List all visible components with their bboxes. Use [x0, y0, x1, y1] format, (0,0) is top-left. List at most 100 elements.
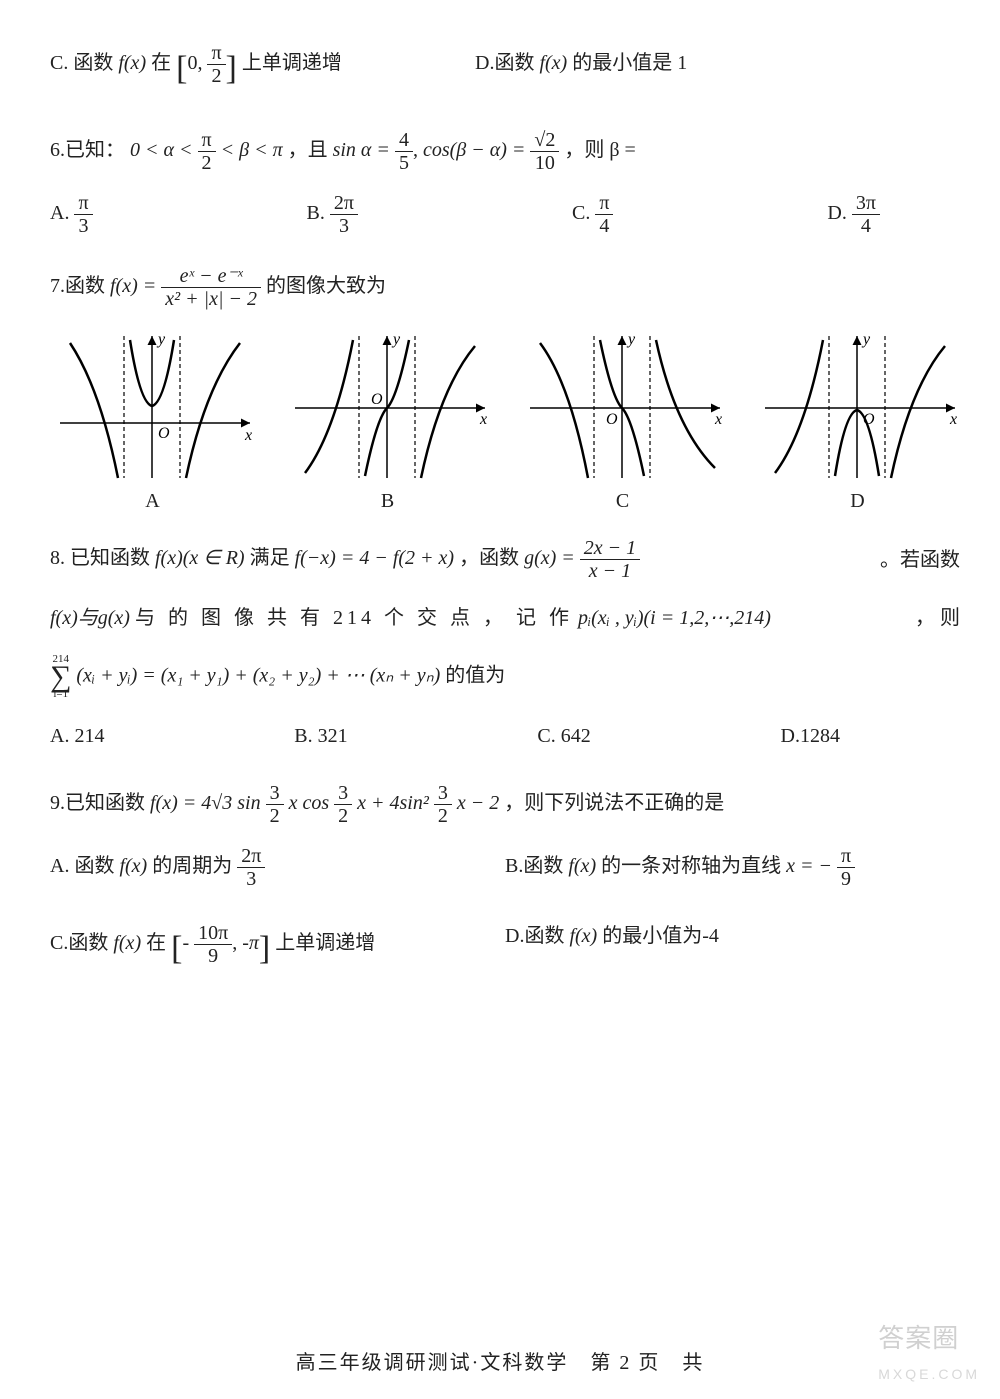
q7-chart-B: O x y B: [285, 328, 490, 519]
q6-ineq-a: 0 < α <: [130, 139, 193, 161]
q9-Apre: A. 函数: [50, 855, 114, 877]
q8-line1: 8. 已知函数 f(x)(x ∈ R) 满足 f(−x) = 4 − f(2 +…: [50, 537, 960, 582]
q7-chart-C: O x y C: [520, 328, 725, 519]
q9-label: 9.已知函数: [50, 792, 145, 814]
q6-optC-n: π: [595, 192, 613, 215]
q6-optA-lbl: A.: [50, 202, 69, 224]
q5-cd-line: C. 函数 f(x) 在 [0, π2] 上单调递增 D.函数 f(x) 的最小…: [50, 38, 960, 99]
q6-comma1: ，且: [288, 139, 328, 161]
q7-label-B: B: [285, 483, 490, 519]
q8-pi: pᵢ(xᵢ , yᵢ)(i = 1,2,⋯,214): [578, 607, 771, 629]
q6-label: 6.已知：: [50, 139, 125, 161]
q9-Cfx: f(x): [113, 932, 141, 954]
q6-optC-lbl: C.: [572, 202, 590, 224]
q7-label: 7.函数: [50, 275, 105, 297]
q5-optC-prefix: C. 函数: [50, 52, 113, 74]
q7-fxlhs: f(x) =: [110, 275, 156, 297]
q9-m3: x − 2: [457, 792, 499, 814]
q8-optA: A. 214: [50, 718, 104, 754]
q8-line3: 214 ∑ i=1 (xᵢ + yᵢ) = (x₁ + y₁) + (x₂ + …: [50, 654, 960, 700]
svg-text:x: x: [714, 411, 722, 428]
q8-sumsuf: 的值为: [445, 665, 505, 687]
svg-text:x: x: [949, 411, 957, 428]
q9-fx: f(x) = 4√3 sin: [150, 792, 261, 814]
watermark: 答案圈 MXQE.COM: [878, 1315, 980, 1387]
q7-label-D: D: [755, 483, 960, 519]
q6-sina: sin α =: [333, 139, 390, 161]
q9-Ad: 3: [237, 868, 265, 890]
q9-f3n: 3: [434, 782, 452, 805]
q6-cos: cos(β − α) =: [423, 139, 525, 161]
q5-optC-suffix: 上单调递增: [242, 52, 342, 74]
q8-glhs: g(x) =: [524, 547, 575, 569]
q9-opts-row1: A. 函数 f(x) 的周期为 2π3 B.函数 f(x) 的一条对称轴为直线 …: [50, 845, 960, 890]
q6-sin-d: 5: [395, 152, 413, 174]
q8-l1d: 。若函数: [880, 542, 960, 578]
q7-line: 7.函数 f(x) = eˣ − e⁻ˣx² + |x| − 2 的图像大致为: [50, 265, 960, 310]
q8-options: A. 214 B. 321 C. 642 D.1284: [50, 718, 960, 754]
q9-Clod: 9: [194, 945, 232, 967]
q5-interval-lo: 0: [187, 52, 197, 74]
q6-then: ，则 β =: [564, 139, 635, 161]
q9-f2n: 3: [334, 782, 352, 805]
watermark-main: 答案圈: [878, 1323, 959, 1353]
q9-Beq: x = −: [786, 855, 832, 877]
q6-optD-d: 4: [852, 215, 880, 237]
q9-Bd: 9: [837, 868, 855, 890]
svg-text:y: y: [861, 331, 871, 348]
q8-gn: 2x − 1: [580, 537, 640, 560]
q9-Clon: 10π: [194, 922, 232, 945]
q9-Bn: π: [837, 845, 855, 868]
q6-optD-lbl: D.: [827, 202, 846, 224]
q9-opts-row2: C.函数 f(x) 在 [- 10π9, -π] 上单调递增 D.函数 f(x)…: [50, 918, 960, 979]
q7-den: x² + |x| − 2: [161, 288, 261, 310]
q8-line2: f(x)与g(x) 与 的 图 像 共 有 214 个 交 点 ， 记 作 pᵢ…: [50, 600, 960, 636]
q6-optD-n: 3π: [852, 192, 880, 215]
q8-l2b: 与 的 图 像 共 有 214 个 交 点 ， 记 作: [135, 607, 573, 629]
q9-m1: x cos: [289, 792, 330, 814]
q6-cos-d: 10: [530, 152, 559, 174]
q9-Dpre: D.函数: [505, 925, 564, 947]
q9-Dsuf: 的最小值为-4: [602, 925, 719, 947]
q7-charts: O x y A O x y B: [50, 328, 960, 519]
svg-text:y: y: [626, 331, 636, 348]
q5-optC-mid: 在: [151, 52, 171, 74]
q8-eq1: f(−x) = 4 − f(2 + x): [295, 547, 455, 569]
svg-text:y: y: [156, 331, 166, 348]
q5-interval-hi-num: π: [207, 42, 225, 65]
q8-l2c: ， 则: [915, 600, 960, 636]
q6-optB-lbl: B.: [307, 202, 325, 224]
q9-Afx: f(x): [119, 855, 147, 877]
q6-optB-n: 2π: [330, 192, 358, 215]
q6-frac-pi-n: π: [198, 129, 216, 152]
q7-chart-A: O x y A: [50, 328, 255, 519]
q6-options: A. π3 B. 2π3 C. π4 D. 3π4: [50, 192, 960, 237]
q9-Bpre: B.函数: [505, 855, 563, 877]
q9-suf: ，则下列说法不正确的是: [504, 792, 724, 814]
q9-Bfx: f(x): [568, 855, 596, 877]
q8-l1b: 满足: [250, 547, 290, 569]
q6-optA-n: π: [74, 192, 92, 215]
q5-optD-fx: f(x): [539, 52, 567, 74]
q8-optC: C. 642: [537, 718, 590, 754]
page-footer: 高三年级调研测试·文科数学 第 2 页 共: [0, 1345, 1000, 1381]
svg-text:y: y: [391, 331, 401, 348]
q8-l2a: f(x)与g(x): [50, 607, 130, 629]
q9-Amid: 的周期为: [152, 855, 232, 877]
q6-ineq-b: < β < π: [221, 139, 283, 161]
q9-m2: x + 4sin²: [357, 792, 429, 814]
svg-text:O: O: [158, 425, 170, 442]
q6-optB-d: 3: [330, 215, 358, 237]
q6-cos-n: √2: [530, 129, 559, 152]
q5-optD-suffix: 的最小值是 1: [572, 52, 687, 74]
q6-comma2: ,: [413, 139, 418, 161]
q9-An: 2π: [237, 845, 265, 868]
q8-optD: D.1284: [781, 718, 840, 754]
q7-num: eˣ − e⁻ˣ: [161, 265, 261, 288]
q8-gd: x − 1: [580, 560, 640, 582]
q6-optC-d: 4: [595, 215, 613, 237]
q9-f2d: 2: [334, 805, 352, 827]
q9-f1d: 2: [266, 805, 284, 827]
q7-suffix: 的图像大致为: [266, 275, 386, 297]
q9-Chi: -π: [242, 932, 259, 954]
